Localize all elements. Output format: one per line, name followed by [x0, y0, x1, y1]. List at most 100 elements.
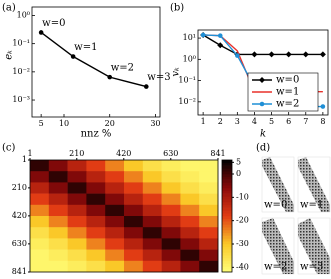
colorbar-step: [222, 238, 232, 242]
heatmap-cell: [161, 216, 181, 228]
heatmap-cell: [67, 238, 87, 250]
heatmap-cell: [105, 160, 125, 172]
y-axis-label: eₖ: [4, 50, 15, 60]
point: [200, 32, 206, 38]
heatmap-cell: [86, 160, 106, 172]
heatmap-cell: [161, 171, 181, 183]
heatmap-cell: [142, 160, 162, 172]
colorbar-step: [222, 210, 232, 214]
thumbnail-label: w=2: [264, 262, 287, 273]
x-tick-label: 30: [150, 119, 160, 128]
heatmap-cell: [161, 238, 181, 250]
colorbar-step: [222, 204, 232, 208]
colorbar-step: [222, 213, 232, 217]
heatmap-cell: [199, 238, 219, 250]
heatmap-cell: [161, 260, 181, 273]
colorbar-step: [222, 196, 232, 200]
x-axis-label: k: [260, 129, 266, 140]
point: [235, 53, 240, 58]
colorbar-tick-label: -40: [236, 262, 249, 271]
heatmap-cell: [142, 238, 162, 250]
heatmap-cell: [199, 227, 219, 239]
colorbar-step: [222, 171, 232, 175]
legend-label: w=0: [276, 75, 299, 86]
panel-label: (a): [2, 3, 16, 14]
heatmap-cell: [67, 182, 87, 194]
point: [319, 51, 326, 58]
heatmap-cell: [180, 238, 200, 250]
point: [285, 51, 292, 58]
heatmap-cell: [30, 249, 50, 262]
heatmap-cell: [124, 227, 144, 239]
point: [217, 33, 223, 38]
colorbar-tick-label: -20: [236, 216, 249, 225]
heatmap-cell: [142, 182, 162, 194]
x-tick-label: 3: [235, 117, 240, 126]
heatmap-cell: [48, 160, 68, 172]
heatmap-cell: [86, 171, 106, 183]
legend-label: w=2: [276, 99, 299, 110]
heatmap-cell: [124, 171, 144, 183]
point: [38, 30, 44, 35]
colorbar-step: [222, 255, 232, 259]
colorbar-step: [222, 241, 232, 245]
colorbar-step: [222, 218, 232, 222]
heatmap-cell: [180, 193, 200, 206]
heatmap-cell: [48, 216, 68, 228]
heatmap-cell: [124, 160, 144, 172]
heatmap-cell: [142, 204, 162, 217]
y-tick-label: 420: [12, 211, 27, 220]
heatmap-cell: [30, 204, 50, 217]
heatmap-cell: [105, 171, 125, 183]
colorbar-step: [222, 174, 232, 178]
colorbar-step: [222, 168, 232, 172]
heatmap-cell: [199, 160, 219, 172]
colorbar-step: [222, 207, 232, 211]
panel-label: (b): [170, 3, 184, 14]
x-tick-label: 8: [320, 117, 325, 126]
point: [70, 54, 76, 59]
heatmap-cell: [142, 227, 162, 239]
x-tick-label: 5: [39, 119, 44, 128]
panel-label: (c): [2, 143, 16, 154]
heatmap-cell: [124, 193, 144, 206]
colorbar-step: [222, 179, 232, 183]
heatmap-cell: [142, 216, 162, 228]
heatmap-cell: [161, 227, 181, 239]
heatmap-cell: [67, 204, 87, 217]
colorbar-step: [222, 266, 232, 270]
point: [217, 42, 224, 49]
x-tick-label: 20: [105, 119, 115, 128]
x-tick-label: 4: [252, 117, 257, 126]
colorbar-step: [222, 232, 232, 236]
x-tick-label: 10: [59, 119, 69, 128]
colorbar-step: [222, 216, 232, 220]
colorbar-step: [222, 244, 232, 248]
colorbar-step: [222, 230, 232, 234]
heatmap-cell: [30, 260, 50, 273]
heatmap-cell: [199, 171, 219, 183]
x-tick-label: 7: [303, 117, 308, 126]
heatmap-cell: [161, 204, 181, 217]
point-label: w=3: [147, 72, 170, 83]
heatmap-cell: [67, 249, 87, 262]
colorbar-tick-label: -30: [236, 239, 249, 248]
y-tick-label: 841: [12, 267, 27, 276]
heatmap-cell: [86, 227, 106, 239]
heatmap-cell: [30, 160, 50, 172]
heatmap-cell: [105, 182, 125, 194]
heatmap-cell: [48, 204, 68, 217]
colorbar-step: [222, 162, 232, 166]
colorbar-tick-label: 5: [236, 157, 241, 166]
heatmap-cell: [105, 238, 125, 250]
heatmap-cell: [67, 160, 87, 172]
heatmap-cell: [67, 227, 87, 239]
point: [251, 51, 258, 58]
heatmap-cell: [124, 249, 144, 262]
colorbar-step: [222, 246, 232, 250]
heatmap-cell: [199, 182, 219, 194]
heatmap-cell: [142, 171, 162, 183]
colorbar-step: [222, 263, 232, 267]
heatmap-cell: [105, 227, 125, 239]
